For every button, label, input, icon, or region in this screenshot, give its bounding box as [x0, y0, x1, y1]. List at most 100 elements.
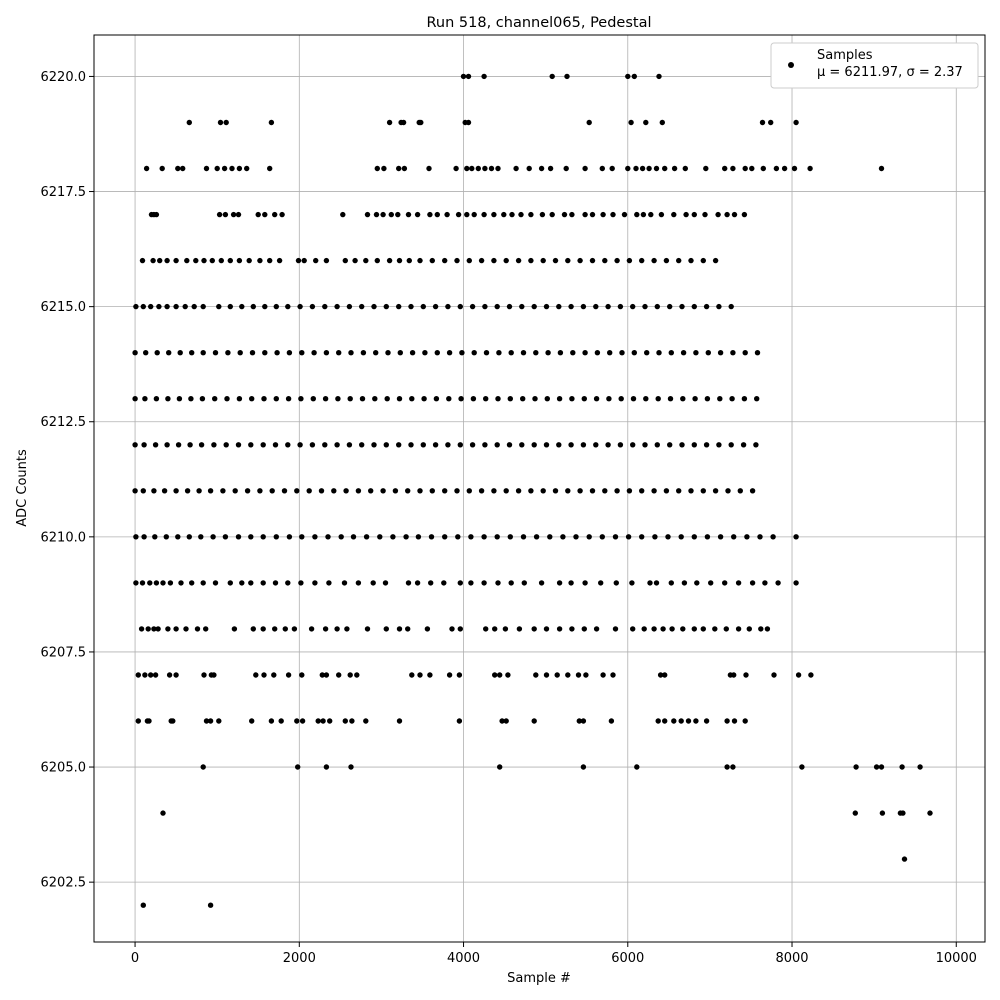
data-point: [211, 442, 217, 448]
data-point: [691, 626, 697, 632]
data-point: [556, 580, 563, 586]
data-point: [403, 534, 409, 540]
data-point: [471, 211, 477, 218]
data-point: [464, 211, 470, 218]
data-point: [372, 396, 378, 402]
data-point: [442, 534, 448, 540]
data-point: [248, 580, 254, 586]
data-point: [749, 165, 755, 172]
data-point: [648, 211, 654, 218]
data-point: [248, 442, 254, 448]
data-point: [581, 626, 587, 632]
data-point: [199, 396, 206, 402]
data-point: [618, 396, 624, 402]
data-point: [625, 165, 631, 172]
y-axis-label: ADC Counts: [15, 449, 30, 527]
data-point: [662, 718, 668, 724]
data-point: [575, 672, 582, 678]
data-point: [313, 257, 319, 264]
data-point: [630, 626, 636, 632]
data-point: [737, 488, 743, 494]
data-point: [386, 119, 393, 126]
data-point: [153, 396, 160, 402]
data-point: [693, 718, 699, 724]
y-axis-ticks: 6202.5 6205.0 6207.5 6210.0 6212.5 6215.0 6217…: [41, 70, 94, 891]
data-point: [630, 442, 636, 448]
data-point: [249, 718, 255, 724]
data-point: [427, 211, 433, 218]
data-point: [730, 165, 736, 172]
data-point: [475, 165, 481, 172]
data-point: [294, 488, 300, 494]
data-point: [384, 396, 390, 402]
data-point: [754, 396, 760, 402]
data-point: [651, 626, 657, 632]
data-point: [343, 488, 349, 494]
data-point: [189, 350, 195, 356]
data-point: [662, 672, 668, 678]
data-point: [503, 257, 509, 264]
data-point: [565, 672, 571, 678]
data-point: [141, 442, 147, 448]
data-point: [552, 257, 559, 264]
data-point: [464, 165, 470, 172]
data-point: [533, 672, 539, 678]
data-point: [295, 257, 302, 264]
data-point: [334, 626, 340, 632]
data-point: [652, 534, 658, 540]
data-point: [276, 257, 283, 264]
data-point: [569, 626, 575, 632]
x-tick-label: 4000: [447, 951, 480, 966]
data-point: [396, 165, 402, 172]
data-point: [631, 350, 637, 356]
data-point: [184, 488, 191, 494]
data-point: [547, 165, 554, 172]
data-point: [132, 350, 138, 356]
data-point: [466, 488, 472, 494]
data-point: [306, 488, 312, 494]
data-point: [271, 672, 277, 678]
data-point: [605, 303, 611, 310]
data-point: [495, 165, 501, 172]
data-point: [712, 626, 718, 632]
data-point: [482, 165, 488, 172]
data-point: [799, 764, 805, 770]
data-point: [260, 580, 266, 586]
data-point: [203, 626, 209, 632]
data-point: [152, 672, 159, 678]
data-point: [446, 396, 452, 402]
data-point: [581, 396, 587, 402]
data-point: [442, 257, 448, 264]
data-point: [759, 119, 766, 126]
data-point: [554, 672, 560, 678]
data-point: [700, 488, 706, 494]
data-point: [401, 165, 408, 172]
data-point: [207, 718, 214, 724]
data-point: [639, 257, 645, 264]
data-point: [653, 580, 660, 586]
data-point: [294, 718, 300, 724]
data-point: [153, 580, 160, 586]
data-point: [143, 350, 149, 356]
data-point: [654, 442, 660, 448]
data-point: [505, 672, 511, 678]
data-point: [201, 257, 207, 264]
legend-frame: [770, 42, 979, 89]
data-point: [519, 442, 525, 448]
data-point: [497, 672, 503, 678]
data-point: [272, 442, 279, 448]
data-point: [360, 350, 367, 356]
data-point: [712, 257, 719, 264]
data-point: [249, 396, 255, 402]
x-tick-label: 2000: [283, 951, 316, 966]
data-point: [139, 257, 146, 264]
data-point: [608, 718, 615, 724]
data-point: [731, 211, 738, 218]
data-point: [355, 488, 362, 494]
data-point: [702, 211, 708, 218]
data-point: [669, 626, 675, 632]
data-point: [374, 165, 380, 172]
data-point: [478, 488, 485, 494]
data-point: [658, 211, 665, 218]
data-point: [807, 165, 813, 172]
